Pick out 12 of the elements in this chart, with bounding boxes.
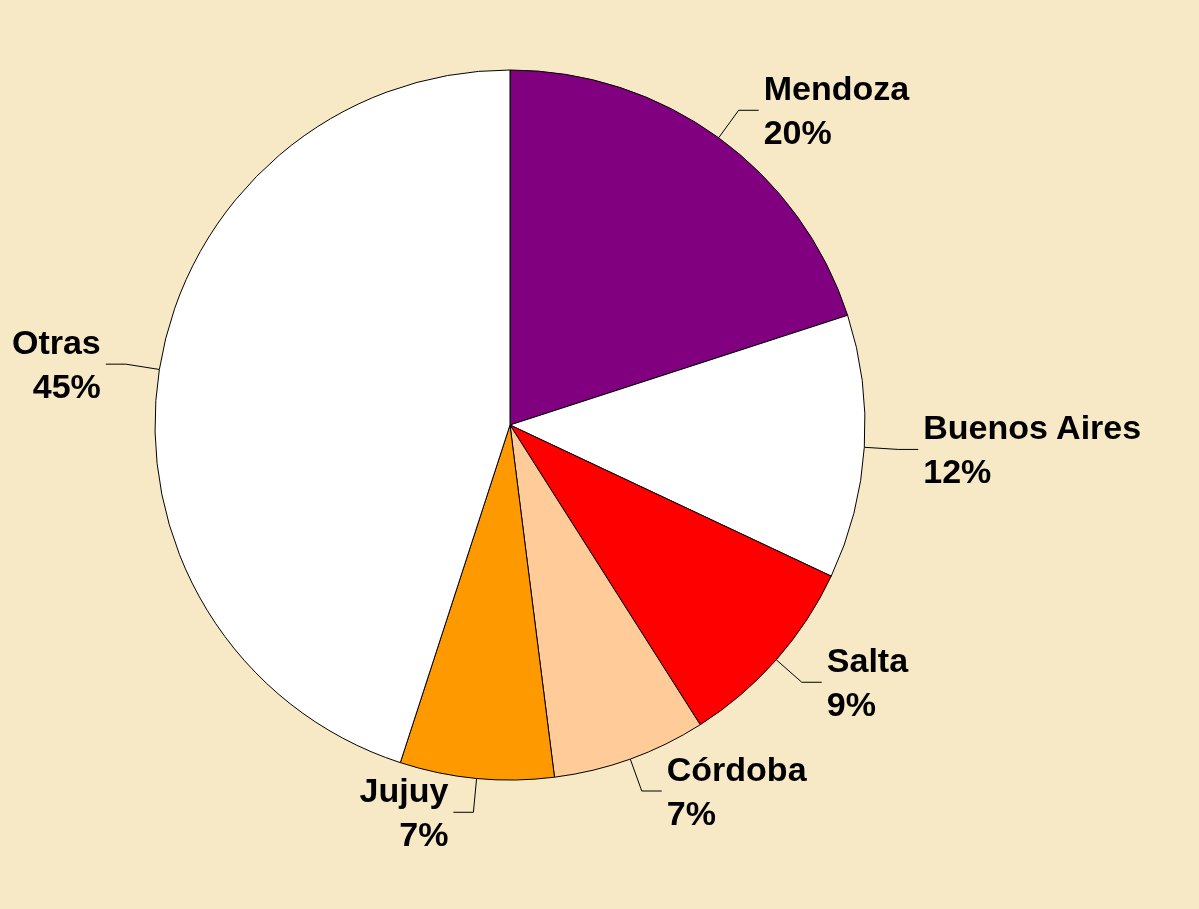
data-label: 20%	[763, 113, 832, 152]
data-label: 7%	[399, 815, 449, 854]
slice-label: Salta	[826, 641, 910, 680]
data-label: 12%	[923, 452, 992, 491]
data-label: 9%	[826, 685, 876, 724]
slice-label: Otras	[11, 323, 101, 362]
data-label: 45%	[32, 367, 101, 406]
slice-label: Córdoba	[666, 750, 808, 788]
slice-label: Jujuy	[359, 771, 449, 810]
slice-label: Mendoza	[763, 69, 911, 108]
slice-label: Buenos Aires	[923, 408, 1142, 447]
data-label: 7%	[666, 794, 716, 832]
